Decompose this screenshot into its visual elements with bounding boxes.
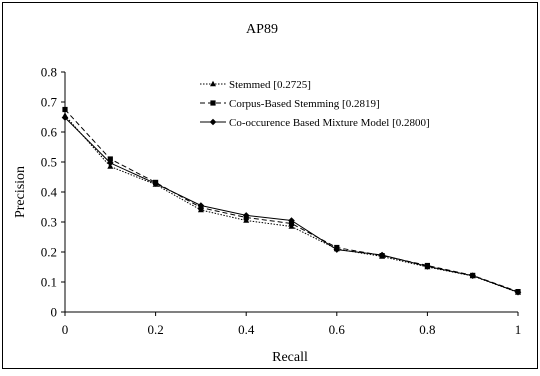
y-tick-label: 0.6: [41, 125, 58, 140]
x-tick-label: 0.2: [147, 322, 163, 337]
y-tick-label: 0.8: [41, 65, 57, 80]
y-tick-label: 0.3: [41, 215, 57, 230]
data-point: [61, 114, 69, 121]
y-tick-label: 0.7: [41, 95, 58, 110]
data-point: [424, 263, 431, 270]
data-point: [107, 156, 113, 162]
x-tick-label: 1: [515, 322, 522, 337]
chart-title: AP89: [246, 22, 278, 37]
legend-label: Co-occurence Based Mixture Model [0.2800…: [229, 117, 430, 129]
legend-label: Stemmed [0.2725]: [229, 79, 311, 91]
y-tick-label: 0.2: [41, 245, 57, 260]
legend: Stemmed [0.2725] Corpus-Based Stemming [0…: [200, 79, 430, 129]
x-tick-label: 0.6: [329, 322, 346, 337]
data-point: [333, 246, 341, 253]
x-tick-label: 0.8: [419, 322, 435, 337]
axes: 0 0.1 0.2 0.3 0.4 0.5 0.6 0.7 0.8 0 0.2 0.4 0.6 0.8 1: [41, 65, 522, 338]
data-point: [107, 159, 114, 167]
series-layer: [61, 106, 522, 296]
legend-marker: [210, 100, 216, 106]
legend-item: Stemmed [0.2725]: [200, 79, 311, 91]
series-3: [61, 114, 522, 296]
y-axis-label: Precision: [13, 166, 28, 218]
y-tick-label: 0: [51, 305, 58, 320]
legend-marker: [210, 80, 216, 87]
chart-border: [2, 2, 538, 369]
data-point: [514, 288, 522, 296]
x-tick-label: 0: [62, 322, 69, 337]
x-axis-label: Recall: [272, 350, 308, 365]
data-point: [378, 251, 386, 259]
legend-item: Corpus-Based Stemming [0.2819]: [200, 98, 380, 110]
data-point: [242, 212, 250, 219]
data-point: [197, 202, 205, 209]
data-point: [62, 106, 68, 113]
legend-marker: [209, 118, 217, 126]
x-tick-label: 0.4: [238, 322, 255, 337]
y-tick-label: 0.5: [41, 155, 57, 170]
data-point: [152, 180, 159, 187]
data-point: [469, 272, 476, 279]
data-point: [288, 217, 295, 224]
legend-item: Co-occurence Based Mixture Model [0.2800…: [200, 117, 430, 129]
legend-label: Corpus-Based Stemming [0.2819]: [229, 98, 380, 110]
y-tick-label: 0.1: [41, 275, 57, 290]
y-tick-label: 0.4: [41, 185, 58, 200]
